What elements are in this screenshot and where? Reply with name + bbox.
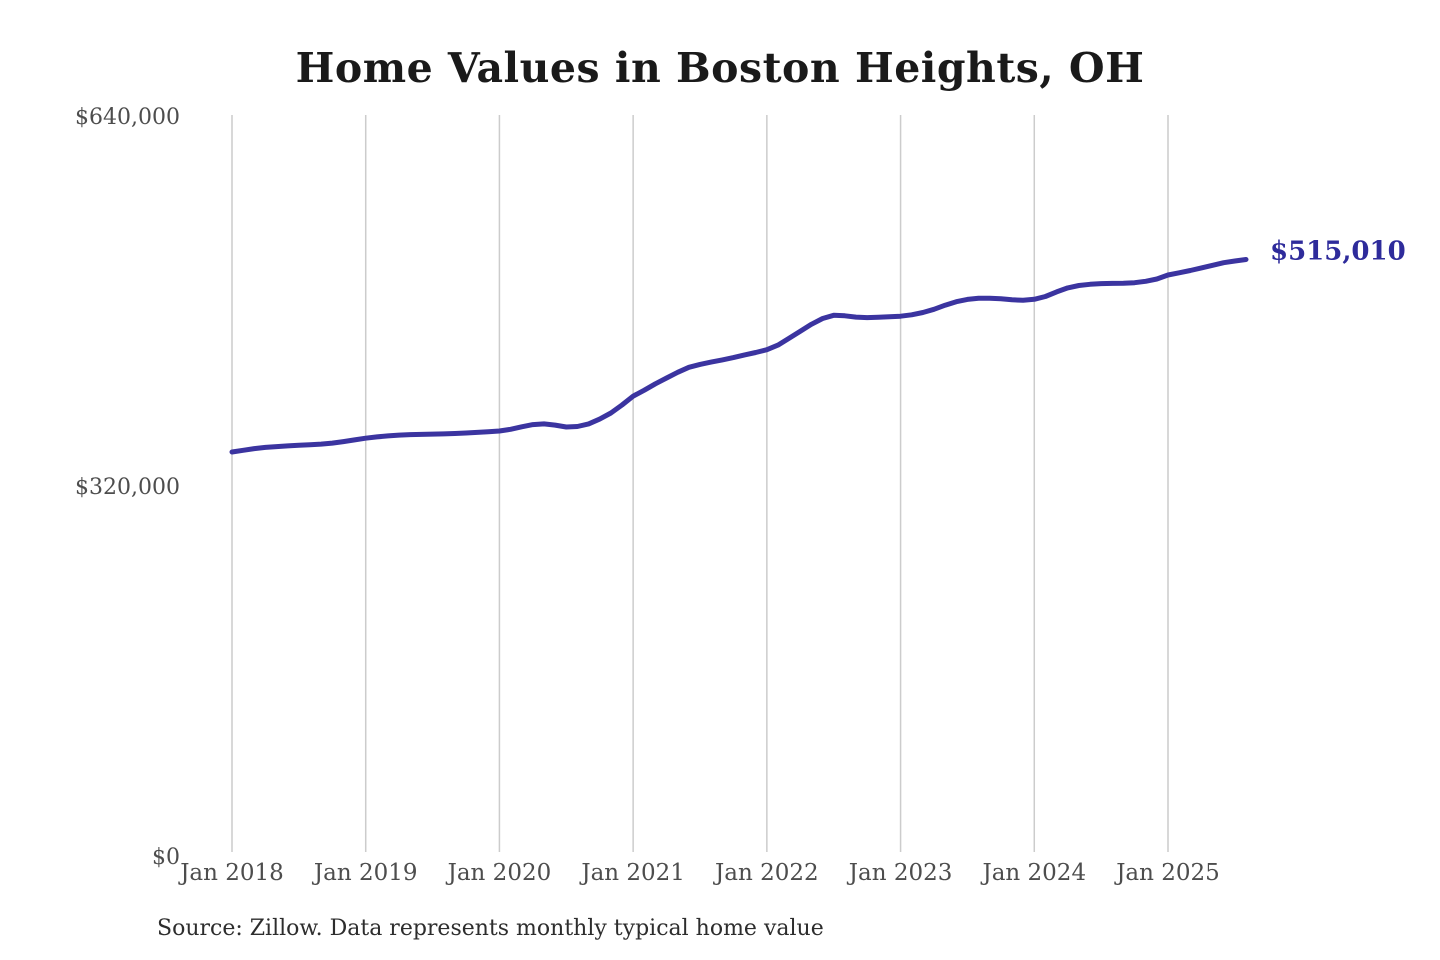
x-tick-label: Jan 2020: [446, 860, 552, 886]
source-note: Source: Zillow. Data represents monthly …: [157, 916, 824, 941]
y-tick-label: $0: [152, 845, 180, 870]
x-tick-label: Jan 2018: [178, 860, 284, 886]
y-tick-label: $320,000: [75, 475, 180, 500]
home-value-series-line: [229, 257, 1249, 455]
x-tick-label: Jan 2022: [713, 860, 819, 886]
x-tick-label: Jan 2024: [980, 860, 1086, 886]
x-tick-label: Jan 2025: [1114, 860, 1220, 886]
x-tick-label: Jan 2019: [312, 860, 418, 886]
chart-title: Home Values in Boston Heights, OH: [295, 44, 1145, 92]
x-tick-label: Jan 2021: [579, 860, 685, 886]
latest-value-label: $515,010: [1270, 237, 1406, 267]
y-tick-label: $640,000: [75, 105, 180, 130]
x-tick-label: Jan 2023: [847, 860, 953, 886]
